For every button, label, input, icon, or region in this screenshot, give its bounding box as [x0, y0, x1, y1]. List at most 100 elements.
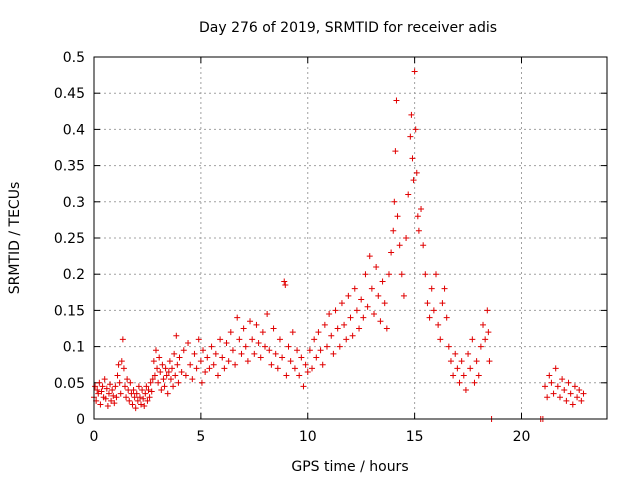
data-point	[311, 336, 318, 343]
data-point	[159, 361, 166, 368]
data-point	[396, 242, 403, 249]
data-point	[390, 227, 397, 234]
data-point	[198, 379, 205, 386]
data-point	[375, 292, 382, 299]
data-point	[385, 271, 392, 278]
data-point	[544, 394, 551, 401]
data-point	[393, 97, 400, 104]
data-point	[255, 339, 262, 346]
data-point	[119, 336, 126, 343]
data-point	[178, 368, 185, 375]
data-point	[475, 372, 482, 379]
data-point	[95, 390, 102, 397]
y-tick-label: 0.15	[54, 303, 85, 319]
data-point	[473, 358, 480, 365]
points-layer	[91, 68, 587, 422]
data-point	[191, 350, 198, 357]
data-point	[219, 354, 226, 361]
data-point	[302, 361, 309, 368]
data-point	[398, 271, 405, 278]
data-point	[563, 397, 570, 404]
data-point	[165, 368, 172, 375]
data-point	[341, 321, 348, 328]
data-point	[236, 336, 243, 343]
data-point	[571, 383, 578, 390]
x-axis-label: GPS time / hours	[291, 459, 408, 475]
data-point	[121, 383, 128, 390]
data-point	[172, 372, 179, 379]
data-point	[409, 155, 416, 162]
data-point	[138, 401, 145, 408]
x-tick-label: 5	[196, 429, 205, 445]
data-point	[422, 271, 429, 278]
data-point	[561, 387, 568, 394]
data-point	[377, 318, 384, 325]
data-point	[480, 321, 487, 328]
data-point	[281, 278, 288, 285]
data-point	[407, 133, 414, 140]
data-point	[465, 350, 472, 357]
data-point	[411, 68, 418, 75]
data-point	[117, 390, 124, 397]
data-point	[108, 397, 115, 404]
data-point	[317, 347, 324, 354]
data-point	[98, 388, 105, 395]
data-point	[257, 354, 264, 361]
data-point	[249, 336, 256, 343]
data-point	[469, 336, 476, 343]
data-point	[362, 271, 369, 278]
tick-layer: 0 0.05 0.1 0.15 0.2 0.25 0.3 0.35 0.4 0.45 0.5 0 5 10…	[54, 50, 607, 445]
data-point	[101, 376, 108, 383]
data-point	[405, 191, 412, 198]
data-point	[116, 379, 123, 386]
data-point	[556, 394, 563, 401]
data-point	[135, 383, 142, 390]
data-point	[574, 394, 581, 401]
data-point	[147, 379, 154, 386]
data-point	[266, 347, 273, 354]
data-point	[251, 350, 258, 357]
data-point	[379, 278, 386, 285]
data-point	[139, 387, 146, 394]
data-point	[270, 325, 277, 332]
data-point	[151, 372, 158, 379]
data-point	[197, 358, 204, 365]
data-point	[328, 332, 335, 339]
data-point	[484, 307, 491, 314]
data-point	[321, 321, 328, 328]
data-point	[450, 372, 457, 379]
data-point	[433, 271, 439, 278]
data-point	[414, 213, 421, 220]
data-point	[283, 372, 290, 379]
data-point	[347, 314, 354, 321]
data-point	[206, 365, 213, 372]
data-point	[403, 235, 410, 241]
data-point	[187, 361, 194, 368]
data-point	[114, 372, 121, 379]
data-point	[272, 350, 279, 357]
data-point	[124, 376, 131, 383]
data-point	[127, 379, 134, 386]
data-point	[195, 336, 202, 343]
data-point	[336, 343, 343, 350]
data-point	[334, 325, 341, 332]
data-point	[227, 329, 234, 336]
data-point	[113, 394, 120, 401]
data-point	[182, 372, 189, 379]
data-point	[371, 311, 378, 318]
data-point	[415, 227, 422, 234]
data-point	[144, 397, 151, 404]
data-point	[112, 383, 119, 390]
data-point	[391, 198, 398, 205]
data-point	[381, 300, 388, 307]
data-point	[467, 365, 474, 372]
data-point	[132, 405, 139, 412]
plot-frame	[93, 56, 608, 420]
data-point	[143, 383, 150, 390]
data-point	[134, 397, 141, 404]
data-point	[282, 282, 289, 289]
x-tick-label: 0	[90, 429, 99, 445]
data-point	[580, 390, 587, 397]
